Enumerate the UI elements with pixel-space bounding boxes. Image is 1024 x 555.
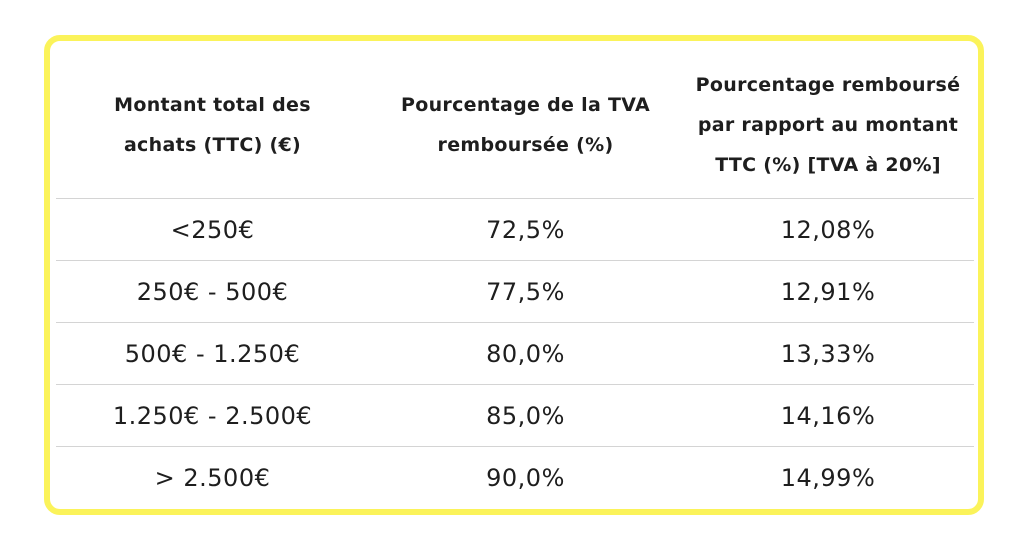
cell-ttc-percent: 12,08% <box>682 198 974 261</box>
cell-vat-percent: 90,0% <box>486 463 565 492</box>
vat-refund-table: Montant total des achats (TTC) (€) Pourc… <box>56 52 974 508</box>
table-row: 500€ - 1.250€ 80,0% 13,33% <box>56 322 974 385</box>
header-vat-refund-percent: Pourcentage de la TVA remboursée (%) <box>369 52 682 199</box>
cell-amount: > 2.500€ <box>154 463 271 492</box>
table-header: Montant total des achats (TTC) (€) Pourc… <box>56 52 974 199</box>
cell-vat-percent: 80,0% <box>369 322 682 385</box>
cell-ttc-percent: 14,16% <box>682 384 974 447</box>
table-row: 1.250€ - 2.500€ 85,0% 14,16% <box>56 384 974 447</box>
cell-amount: <250€ <box>56 198 369 261</box>
table-row: 250€ - 500€ 77,5% 12,91% <box>56 260 974 323</box>
cell-vat-percent: 85,0% <box>369 384 682 447</box>
header-refund-ttc-percent: Pourcentage remboursé par rapport au mon… <box>682 52 974 199</box>
table-body: <250€ 72,5% 12,08% 250€ - 500€ 77,5% 12,… <box>56 198 974 509</box>
table-row: > 2.500€ 90,0% 14,99% <box>56 447 974 509</box>
cell-amount: 250€ - 500€ <box>56 260 369 323</box>
cell-ttc-percent: 13,33% <box>682 322 974 385</box>
cell-ttc-percent: 14,99% <box>780 463 876 492</box>
cell-vat-percent: 72,5% <box>369 198 682 261</box>
cell-vat-percent: 77,5% <box>369 260 682 323</box>
cell-amount: 1.250€ - 2.500€ <box>56 384 369 447</box>
table-row: <250€ 72,5% 12,08% <box>56 198 974 261</box>
cell-amount: 500€ - 1.250€ <box>56 322 369 385</box>
cell-ttc-percent: 12,91% <box>682 260 974 323</box>
header-row: Montant total des achats (TTC) (€) Pourc… <box>56 52 974 199</box>
header-total-purchase: Montant total des achats (TTC) (€) <box>56 52 369 199</box>
